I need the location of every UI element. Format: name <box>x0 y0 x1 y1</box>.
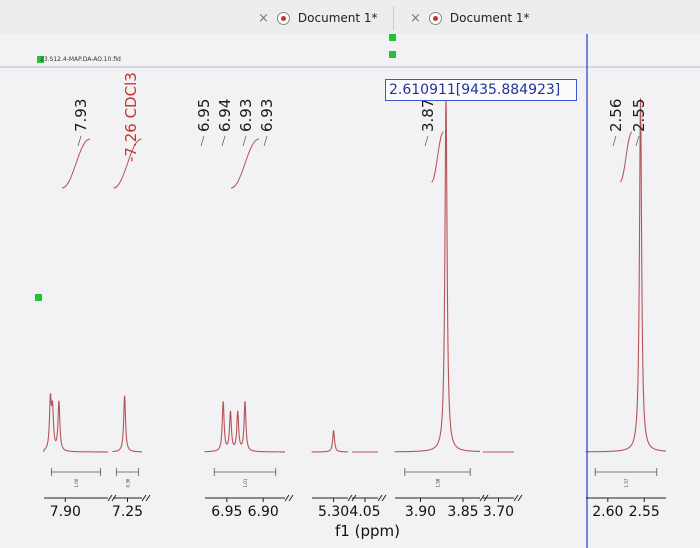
peak-label-connector <box>242 135 247 147</box>
integral-value: 0.36 <box>126 478 131 487</box>
peak-label-connector <box>263 135 268 147</box>
x-tick-label: 2.60 <box>592 504 623 520</box>
peak-label: 2.56 <box>607 99 625 132</box>
peak-label-connector <box>635 135 640 147</box>
peak-label: 3.87 <box>419 99 437 132</box>
axis-break-mark <box>284 494 290 502</box>
integral-curve <box>619 131 633 183</box>
axis-break-mark <box>288 494 294 502</box>
peak-label-connector <box>77 135 82 147</box>
x-axis-title: f1 (ppm) <box>335 522 400 540</box>
integral-value: 1.01 <box>243 478 248 487</box>
nmr-spectrum-chart: 1.00 0.36 1.01 1.58 1.57 7.90 7.25 6.95 6.90 5.30… <box>0 34 700 548</box>
axis-break-mark <box>145 494 151 502</box>
cursor-readout: 2.610911[9435.884923] <box>385 79 577 101</box>
x-tick-label: 6.90 <box>248 504 279 520</box>
peak-label: 6.93 <box>258 99 276 132</box>
peak-label: 7.93 <box>72 99 90 132</box>
x-tick-label: 6.95 <box>211 504 242 520</box>
axis-break-mark <box>479 494 485 502</box>
axis-break-mark <box>107 494 113 502</box>
peak-label-connector <box>221 135 226 147</box>
spectrum-canvas[interactable]: 23.S12.4-MAP.DA-AO.10.fid 1.00 0.36 1.01 1.… <box>0 34 700 548</box>
tab-label: Document 1* <box>449 11 530 25</box>
tab-divider <box>393 6 394 30</box>
peak-label-connector <box>424 135 429 147</box>
axis-break-mark <box>141 494 147 502</box>
axis-break-mark <box>517 494 523 502</box>
peak-label-connector <box>200 135 205 147</box>
peak-label: 6.94 <box>216 99 234 132</box>
peak-label: 2.55 <box>630 99 648 132</box>
x-tick-label: 3.70 <box>483 504 514 520</box>
integral-curve <box>61 138 91 189</box>
solvent-label: -7.26 CDCl3 <box>122 72 140 162</box>
file-label: 23.S12.4-MAP.DA-AO.10.fid <box>40 56 121 63</box>
tab-bar: × Document 1* × Document 1* <box>0 0 700 34</box>
selection-handle-icon[interactable] <box>37 56 44 63</box>
peak-label: 6.93 <box>237 99 255 132</box>
x-tick-label: 3.85 <box>447 504 478 520</box>
x-tick-label: 4.05 <box>349 504 380 520</box>
axis-break-mark <box>381 494 387 502</box>
integral-value: 1.57 <box>624 478 629 487</box>
selection-handle-icon[interactable] <box>389 51 396 58</box>
spectrum-trace <box>311 429 349 453</box>
x-tick-label: 3.90 <box>405 504 436 520</box>
axis-break-mark <box>377 494 383 502</box>
spectrum-trace <box>585 98 667 453</box>
selection-handle-icon[interactable] <box>389 34 396 41</box>
spectrum-trace <box>394 97 480 453</box>
document-icon <box>428 11 442 25</box>
integral-curve <box>230 138 260 189</box>
spectrum-trace <box>112 395 142 453</box>
tab-label: Document 1* <box>297 11 378 25</box>
x-tick-label: 2.55 <box>629 504 660 520</box>
integral-curve <box>431 131 444 183</box>
x-tick-label: 5.30 <box>318 504 349 520</box>
spectrum-trace <box>204 401 285 453</box>
peak-label-connector <box>612 135 617 147</box>
x-tick-label: 7.90 <box>50 504 81 520</box>
document-icon <box>276 11 290 25</box>
tab-document-2[interactable]: × Document 1* <box>410 5 530 31</box>
integral-value: 1.00 <box>74 478 79 487</box>
spectrum-trace <box>43 393 108 453</box>
close-icon[interactable]: × <box>410 10 421 26</box>
close-icon[interactable]: × <box>258 10 269 26</box>
selection-handle-icon[interactable] <box>35 294 42 301</box>
integral-curve <box>113 138 142 189</box>
axis-break-mark <box>513 494 519 502</box>
integral-value: 1.58 <box>436 478 441 487</box>
axis-break-mark <box>347 494 353 502</box>
tab-document-1[interactable]: × Document 1* <box>258 5 378 31</box>
x-tick-label: 7.25 <box>112 504 143 520</box>
peak-label: 6.95 <box>195 99 213 132</box>
